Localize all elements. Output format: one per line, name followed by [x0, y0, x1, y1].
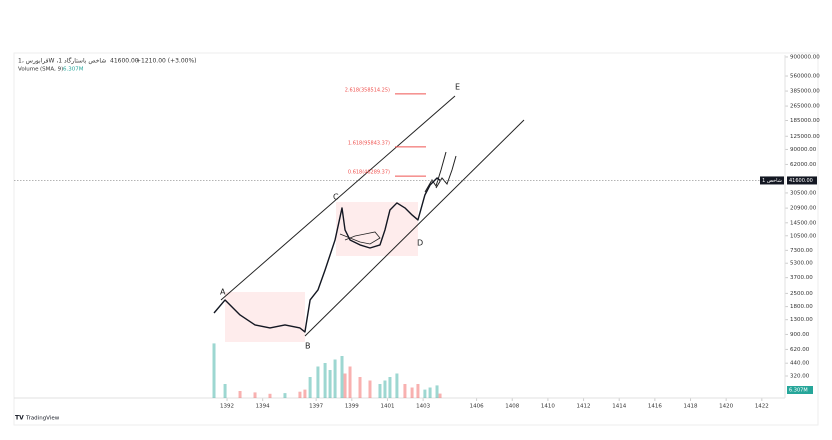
volume-bar [308, 377, 312, 398]
zone [225, 292, 305, 342]
volume-bar [268, 393, 272, 398]
volume-bar [316, 366, 320, 398]
x-tick-label: 1416 [648, 404, 662, 410]
volume-last-label: 6.307M [789, 388, 808, 394]
volume-bar [416, 384, 420, 398]
volume-bar [323, 363, 327, 398]
price-line [213, 177, 441, 333]
volume-bar [343, 373, 347, 398]
projection [424, 151, 447, 193]
channel-line [304, 119, 525, 337]
wave-label: E [455, 83, 460, 92]
volume-bar [383, 380, 387, 398]
volume-bar [223, 384, 227, 398]
volume-bar [358, 377, 362, 398]
volume-bar [253, 392, 257, 398]
brand: TradingView [25, 416, 60, 422]
price-tag: شاخص 1 [762, 178, 782, 184]
brand-logo: TV [15, 415, 24, 422]
y-tick-label: 125000.00 [790, 134, 820, 140]
fib-label: 2.618(358514.25) [345, 87, 390, 93]
zone [336, 202, 418, 256]
x-tick-label: 1394 [256, 404, 270, 410]
channel-line [220, 95, 456, 301]
wave-label: D [417, 239, 423, 248]
x-tick-label: 1414 [612, 404, 626, 410]
x-tick-label: 1403 [416, 404, 430, 410]
volume-bar [368, 380, 372, 398]
volume-bar [410, 387, 414, 398]
volume-bar [328, 370, 332, 398]
volume-bar [283, 393, 287, 398]
y-tick-label: 5300.00 [790, 261, 813, 267]
y-tick-label: 1300.00 [790, 317, 813, 323]
x-tick-label: 1392 [220, 404, 234, 410]
wave-label: B [305, 342, 311, 351]
volume-bar [438, 393, 442, 398]
header-price: 41600.00 [110, 58, 139, 65]
x-tick-label: 1401 [380, 404, 394, 410]
x-tick-label: 1418 [684, 404, 698, 410]
y-tick-label: 14500.00 [790, 220, 817, 226]
x-tick-label: 1410 [541, 404, 555, 410]
x-tick-label: 1422 [755, 404, 769, 410]
x-tick-label: 1412 [577, 404, 591, 410]
y-tick-label: 90000.00 [790, 147, 817, 153]
volume-bar [423, 389, 427, 398]
x-tick-label: 1399 [345, 404, 359, 410]
fib-label: 1.618(95843.37) [348, 140, 390, 146]
y-tick-label: 3700.00 [790, 275, 813, 281]
title: فرابورس ،1W ،شاخص باستارگاد 1 [18, 57, 106, 65]
last-price-box [787, 176, 817, 185]
x-tick-label: 1420 [719, 404, 733, 410]
y-tick-label: 2500.00 [790, 291, 813, 297]
header-change: +1210.00 (+3.00%) [136, 58, 197, 65]
y-tick-label: 560000.00 [790, 74, 820, 80]
volume-bar [378, 384, 382, 398]
x-tick-label: 1397 [309, 404, 323, 410]
volume-bar [238, 391, 242, 398]
fib-label: 0.618(46289.37) [348, 170, 390, 176]
volume-bar [435, 385, 439, 398]
x-tick-label: 1408 [505, 404, 519, 410]
volume-last: 6.307M [63, 67, 84, 73]
volume-bar [303, 389, 307, 398]
wave-label: C [333, 193, 339, 202]
volume-title: Volume [18, 67, 39, 73]
y-tick-label: 900.00 [790, 332, 810, 338]
wave-label: A [220, 288, 226, 297]
y-tick-label: 900000.00 [790, 54, 820, 60]
x-tick-label: 1406 [470, 404, 484, 410]
y-tick-label: 20900.00 [790, 206, 817, 212]
volume-bar [403, 384, 407, 398]
volume-last-box [787, 386, 813, 394]
volume-bar [333, 359, 337, 398]
y-tick-label: 440.00 [790, 361, 810, 367]
volume-bar [298, 391, 302, 398]
y-tick-label: 265000.00 [790, 104, 820, 110]
y-tick-label: 7300.00 [790, 248, 813, 254]
y-tick-label: 62000.00 [790, 162, 817, 168]
y-tick-label: 185000.00 [790, 118, 820, 124]
y-tick-label: 385000.00 [790, 89, 820, 95]
volume-params: (SMA, 9) [40, 67, 63, 73]
volume-bar [395, 373, 399, 398]
price-tag-box [760, 176, 784, 185]
volume-bar [348, 366, 352, 398]
volume-bar [212, 343, 216, 398]
volume-bar [428, 387, 432, 398]
y-tick-label: 10500.00 [790, 233, 817, 239]
y-tick-label: 320.00 [790, 373, 810, 379]
y-tick-label: 620.00 [790, 347, 810, 353]
last-price-label: 41600.00 [789, 178, 813, 184]
pattern [339, 231, 381, 245]
y-tick-label: 1800.00 [790, 304, 813, 310]
projection [435, 155, 457, 189]
y-tick-label: 30500.00 [790, 190, 817, 196]
volume-bar [340, 356, 344, 398]
volume-bar [388, 377, 392, 398]
